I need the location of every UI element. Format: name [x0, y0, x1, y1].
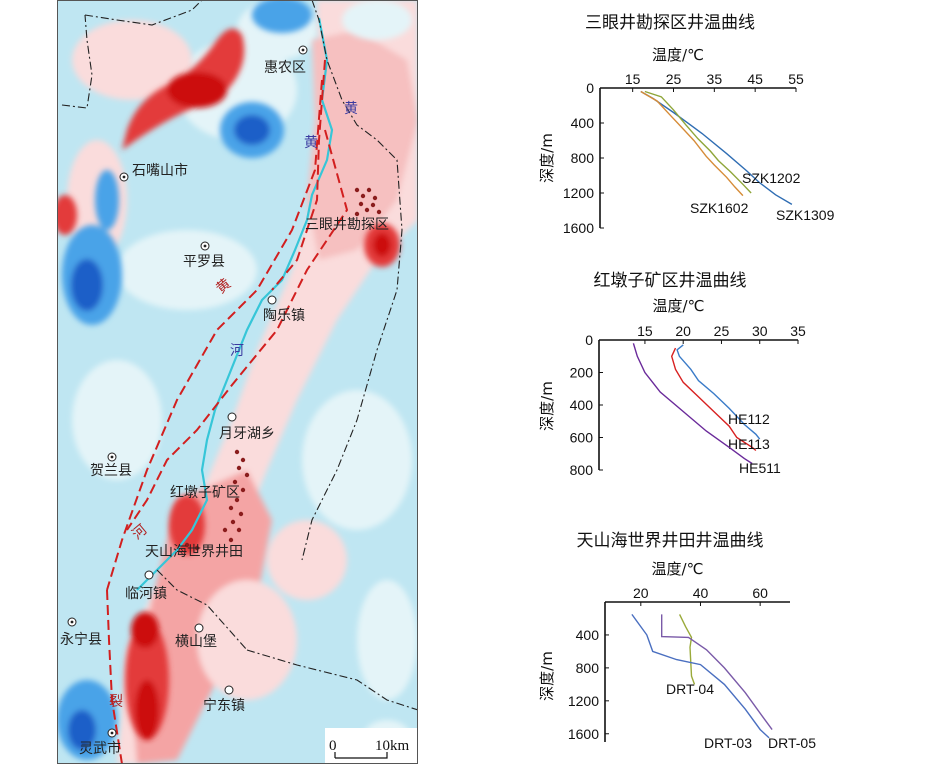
y-axis-label: 深度/m	[538, 381, 556, 431]
x-tick-label: 35	[790, 323, 806, 339]
y-axis-label: 深度/m	[538, 651, 556, 701]
chart-tianshanhai: 天山海世界井田井温曲线 20 40 60 400 800 1200 1600 温度/℃ 深度/m…	[520, 526, 900, 764]
series-line-drt-05	[661, 614, 773, 731]
x-tick-label: 25	[714, 323, 730, 339]
rift-faults	[106, 59, 349, 765]
x-tick-label: 30	[752, 323, 768, 339]
series-line-szk1309	[644, 90, 752, 194]
label-hongdunzi: 红墩子矿区	[170, 485, 240, 501]
label-shizuishan: 石嘴山市	[132, 162, 188, 179]
series-line-he112	[676, 344, 761, 440]
y-tick-label: 200	[570, 365, 594, 381]
series-line-he113	[670, 347, 757, 452]
river-label-1: 黄	[344, 100, 358, 117]
y-axis-label: 深度/m	[538, 133, 556, 183]
series-label-szk1602: SZK1602	[690, 200, 749, 216]
yellow-river	[136, 17, 334, 591]
label-sanyanjing: 三眼井勘探区	[305, 217, 389, 233]
y-tick-label: 800	[576, 660, 600, 676]
x-tick-label: 35	[707, 71, 723, 87]
fault-labels: 黄 河 裂	[109, 275, 234, 710]
scale-zero: 0	[329, 738, 337, 754]
chart-svg: 20 40 60 400 800 1200 1600 温度/℃ 深度/m DRT-04 DRT-03…	[538, 560, 816, 751]
label-yueyahu: 月牙湖乡	[219, 426, 275, 442]
y-tick-label: 800	[571, 150, 595, 166]
map-canvas: 惠农区 石嘴山市 三眼井勘探区 平罗县 陶乐镇 月牙湖乡 贺兰县 红墩子矿区 天…	[53, 0, 419, 765]
label-lingwu: 灵武市	[79, 740, 121, 757]
x-tick-label: 45	[747, 71, 763, 87]
x-tick-label: 15	[637, 323, 653, 339]
series-label-he112: HE112	[728, 411, 770, 427]
river-label-2: 黄	[304, 134, 318, 151]
series-label-drt-05: DRT-05	[768, 735, 816, 751]
anomaly-map: 惠农区 石嘴山市 三眼井勘探区 平罗县 陶乐镇 月牙湖乡 贺兰县 红墩子矿区 天…	[53, 0, 419, 765]
label-huinong: 惠农区	[264, 60, 306, 76]
y-tick-label: 800	[570, 462, 594, 478]
x-tick-label: 25	[666, 71, 682, 87]
label-linhe: 临河镇	[125, 586, 167, 602]
label-yongning: 永宁县	[60, 631, 102, 648]
series-label-he511: HE511	[739, 460, 781, 476]
well-dots	[184, 187, 382, 551]
series-line-he511	[632, 343, 753, 465]
y-tick-label: 0	[585, 332, 593, 348]
label-taole: 陶乐镇	[263, 308, 305, 324]
x-tick-label: 15	[625, 71, 641, 87]
high-anomaly-cores	[53, 28, 400, 740]
x-tick-label: 20	[633, 585, 649, 601]
river-labels: 黄 黄 河	[230, 100, 358, 359]
y-tick-label: 400	[570, 397, 594, 413]
series-label-drt-04: DRT-04	[666, 681, 714, 697]
x-axis-label: 温度/℃	[653, 297, 705, 315]
label-ningdong: 宁东镇	[203, 697, 245, 714]
x-tick-label: 20	[675, 323, 691, 339]
admin-boundaries	[61, 0, 419, 711]
chart-svg: 15 20 25 30 35 0 200 400 600 800 温度/℃ 深度/m HE112 HE11…	[538, 297, 806, 478]
x-tick-label: 55	[788, 71, 804, 87]
x-tick-label: 60	[752, 585, 768, 601]
y-tick-label: 0	[586, 80, 594, 96]
series-line-szk1602	[640, 90, 744, 197]
chart-title: 三眼井勘探区井温曲线	[585, 13, 755, 33]
chart-hongdunzi: 红墩子矿区井温曲线 15 20 25 30 35 0 200 400 600 800 温度/℃ 深度/…	[520, 266, 900, 496]
series-line-drt-04	[678, 614, 696, 685]
y-tick-label: 400	[571, 115, 595, 131]
scale-distance: 10km	[375, 738, 410, 754]
low-anomaly-cores	[57, 0, 412, 760]
label-hengshanbao: 横山堡	[175, 634, 217, 650]
chart-sanyanjing: 三眼井勘探区井温曲线 15 25 35 45 55 0 400 800 1200 1600 温度/℃…	[520, 8, 900, 248]
chart-svg: 15 25 35 45 55 0 400 800 1200 1600 温度/℃ 深度/m SZK1202…	[538, 46, 835, 236]
y-tick-label: 1600	[568, 726, 599, 742]
series-label-drt-03: DRT-03	[704, 735, 752, 751]
chart-title: 天山海世界井田井温曲线	[576, 531, 764, 551]
series-label-szk1202: SZK1202	[742, 170, 801, 186]
x-axis-label: 温度/℃	[652, 560, 704, 578]
y-tick-label: 1200	[563, 185, 594, 201]
scale-bar: 0 10km	[325, 728, 418, 764]
label-tianshanhai: 天山海世界井田	[145, 544, 243, 560]
y-tick-label: 1200	[568, 693, 599, 709]
series-label-szk1309: SZK1309	[776, 207, 835, 223]
series-label-he113: HE113	[728, 436, 770, 452]
label-helan: 贺兰县	[90, 463, 132, 479]
y-tick-label: 600	[570, 430, 594, 446]
river-label-3: 河	[230, 343, 244, 359]
x-tick-label: 40	[693, 585, 709, 601]
chart-title: 红墩子矿区井温曲线	[593, 271, 747, 291]
place-labels: 惠农区 石嘴山市 三眼井勘探区 平罗县 陶乐镇 月牙湖乡 贺兰县 红墩子矿区 天…	[60, 60, 389, 757]
x-axis-label: 温度/℃	[652, 46, 704, 64]
y-tick-label: 1600	[563, 220, 594, 236]
y-tick-label: 400	[576, 627, 600, 643]
series-line-drt-03	[631, 613, 770, 739]
label-pingluo: 平罗县	[183, 254, 225, 270]
fault-label-3: 裂	[109, 694, 123, 710]
